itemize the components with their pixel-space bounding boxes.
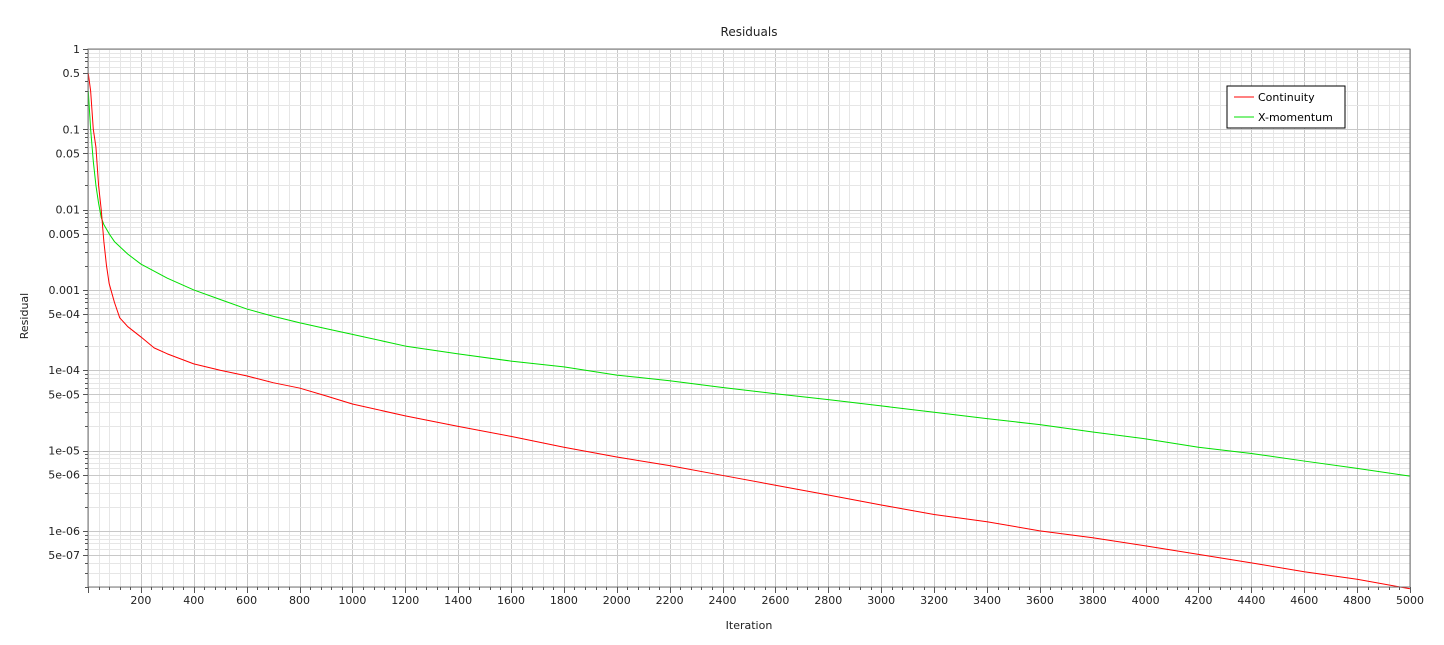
y-tick-label: 5e-04 [48, 308, 80, 321]
y-tick-label: 5e-05 [48, 388, 80, 401]
y-tick-label: 0.005 [49, 228, 81, 241]
legend: Continuity X-momentum [1226, 85, 1346, 129]
y-tick-label: 0.001 [49, 284, 81, 297]
x-tick-label: 3400 [973, 594, 1001, 607]
x-tick-label: 400 [183, 594, 204, 607]
x-tick-label: 1800 [550, 594, 578, 607]
grid-layer [88, 49, 1411, 588]
ticks-layer [83, 49, 1411, 593]
x-tick-label: 800 [289, 594, 310, 607]
legend-label-continuity: Continuity [1258, 91, 1315, 104]
y-tick-label: 5e-07 [48, 549, 80, 562]
x-tick-label: 200 [130, 594, 151, 607]
series-layer [87, 73, 1411, 590]
series-line-continuity [87, 73, 1411, 590]
series-line-x-momentum [87, 90, 1411, 477]
x-tick-label: 1400 [444, 594, 472, 607]
x-tick-label: 3600 [1026, 594, 1054, 607]
y-tick-label: 5e-06 [48, 469, 80, 482]
x-tick-label: 4400 [1237, 594, 1265, 607]
x-tick-labels: 200 400 600 800 1000 1200 1400 1600 1800 2000 2200… [130, 594, 1424, 607]
x-tick-label: 2200 [656, 594, 684, 607]
x-tick-label: 3200 [920, 594, 948, 607]
y-tick-labels: 1 0.5 0.1 0.05 0.01 0.005 0.001 5e-04 1e-04 5e-05… [48, 43, 80, 562]
chart-title: Residuals [721, 25, 778, 39]
y-tick-label: 1e-04 [48, 364, 80, 377]
x-tick-label: 1000 [338, 594, 366, 607]
y-tick-label: 1e-05 [48, 445, 80, 458]
x-tick-label: 600 [236, 594, 257, 607]
x-tick-label: 1200 [391, 594, 419, 607]
x-tick-label: 3800 [1079, 594, 1107, 607]
y-tick-label: 0.5 [63, 67, 81, 80]
x-tick-label: 4000 [1132, 594, 1160, 607]
x-tick-label: 2400 [709, 594, 737, 607]
x-tick-label: 2000 [603, 594, 631, 607]
y-tick-label: 1 [73, 43, 80, 56]
x-tick-label: 2800 [814, 594, 842, 607]
x-tick-label: 4800 [1343, 594, 1371, 607]
legend-box [1226, 85, 1346, 129]
x-axis-title: Iteration [726, 619, 773, 632]
x-tick-label: 3000 [867, 594, 895, 607]
x-tick-label: 4600 [1290, 594, 1318, 607]
y-tick-label: 0.05 [56, 147, 81, 160]
x-tick-label: 5000 [1396, 594, 1424, 607]
y-tick-label: 1e-06 [48, 525, 80, 538]
plot-area-frame [87, 48, 1411, 588]
y-tick-label: 0.1 [63, 123, 81, 136]
y-axis-title: Residual [18, 293, 31, 339]
x-tick-label: 1600 [497, 594, 525, 607]
x-tick-label: 2600 [761, 594, 789, 607]
y-tick-label: 0.01 [56, 204, 81, 217]
x-tick-label: 4200 [1184, 594, 1212, 607]
legend-label-x-momentum: X-momentum [1258, 111, 1333, 124]
